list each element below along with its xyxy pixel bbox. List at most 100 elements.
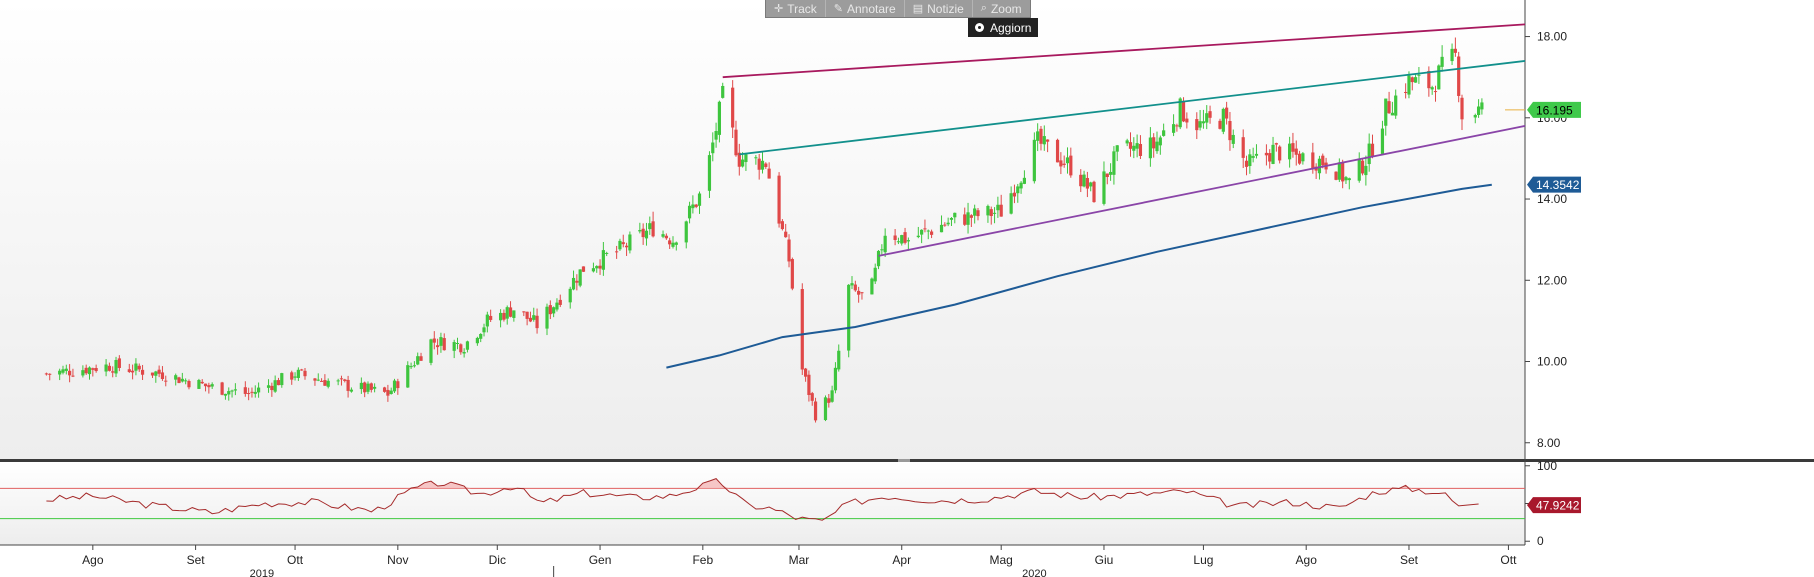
candle-body [1155, 141, 1159, 152]
candle [94, 364, 98, 373]
candle-body [1135, 143, 1139, 149]
annotate-button[interactable]: ✎ Annotare [826, 0, 905, 17]
candle [999, 194, 1003, 217]
candle-body [591, 268, 596, 272]
candle [1155, 131, 1159, 154]
pencil-icon: ✎ [833, 3, 843, 15]
candle [850, 276, 854, 290]
candle-body [1065, 157, 1070, 164]
candle-body [664, 235, 668, 239]
candle-body [1390, 112, 1394, 116]
candle-body [999, 204, 1003, 217]
panel-divider-handle [898, 459, 910, 462]
candle-body [1344, 177, 1348, 181]
candle-body [1125, 140, 1129, 144]
candle-body [243, 387, 247, 394]
news-button[interactable]: ▤ Notizie [905, 0, 973, 17]
candle-body [671, 242, 675, 247]
rsi-value-badge-text: 47.9242 [1536, 499, 1580, 513]
candle [475, 336, 479, 346]
candle [1364, 155, 1368, 186]
candle-body [651, 221, 655, 237]
candle-body [996, 204, 1000, 211]
candle-body [197, 379, 201, 389]
candle [1039, 125, 1043, 151]
candle-body [1128, 142, 1133, 149]
candle-body [1241, 137, 1245, 158]
candle-body [684, 221, 688, 243]
x-tick-label: Nov [387, 553, 408, 567]
x-tick-label: Mar [789, 553, 810, 567]
candle [1162, 123, 1166, 137]
candle-body [485, 314, 489, 327]
candle [1410, 76, 1414, 91]
candle-body [1357, 158, 1361, 181]
candle [1334, 171, 1338, 181]
candle-body [648, 223, 652, 230]
candle [615, 245, 619, 259]
candle [1102, 161, 1106, 206]
candle-body [552, 307, 556, 314]
candle-body [227, 391, 231, 395]
candle [1019, 181, 1023, 194]
news-label: Notizie [927, 1, 964, 16]
candle-body [396, 381, 400, 389]
candle-body [687, 205, 692, 219]
candle [571, 270, 576, 291]
candle-body [545, 306, 549, 329]
x-tick-label: Gen [589, 553, 612, 567]
candle-body [270, 385, 274, 391]
candle [1185, 112, 1189, 129]
candle-body [1460, 97, 1464, 120]
candle-body [1171, 124, 1176, 133]
candle [1205, 105, 1209, 130]
candle [896, 237, 901, 245]
candle [1268, 149, 1272, 169]
candle [389, 387, 393, 395]
candle-body [1036, 131, 1040, 141]
candle-body [1162, 130, 1166, 136]
candle-body [641, 228, 645, 238]
candle-body [757, 158, 761, 170]
candle-body [1089, 182, 1093, 187]
candle [366, 381, 370, 395]
candle-body [969, 215, 973, 218]
refresh-button[interactable]: Aggiorn [968, 18, 1039, 37]
candle [1394, 89, 1398, 119]
candle [528, 311, 533, 323]
zoom-button[interactable]: ⌕ Zoom [973, 0, 1030, 17]
candle [1450, 43, 1454, 66]
candle-body [1055, 139, 1060, 163]
candle-body [140, 369, 145, 375]
candle [392, 378, 397, 394]
candle [1201, 109, 1206, 129]
candle-body [498, 312, 503, 321]
candle-body [1457, 56, 1461, 96]
candle-body [343, 379, 347, 381]
candle [555, 298, 559, 312]
track-button[interactable]: ✛ Track [766, 0, 826, 17]
candle [876, 250, 881, 270]
candle-body [71, 375, 75, 377]
candle [707, 151, 712, 198]
candle-body [184, 380, 188, 382]
candle [127, 363, 131, 373]
candle [1288, 136, 1292, 168]
candle-body [926, 230, 930, 232]
candle-body [1404, 91, 1408, 93]
candle-body [386, 389, 390, 396]
candle-body [827, 398, 831, 403]
year-label: 2019 [250, 568, 274, 577]
candle-body [452, 342, 456, 351]
candle [419, 352, 423, 361]
candle [1254, 144, 1259, 159]
candle [926, 229, 930, 240]
candle-body [1268, 153, 1272, 162]
candle [505, 305, 509, 325]
candle [532, 307, 536, 322]
candle [1407, 71, 1411, 99]
candle-body [555, 302, 559, 310]
candle [498, 309, 503, 328]
candle [810, 391, 814, 406]
